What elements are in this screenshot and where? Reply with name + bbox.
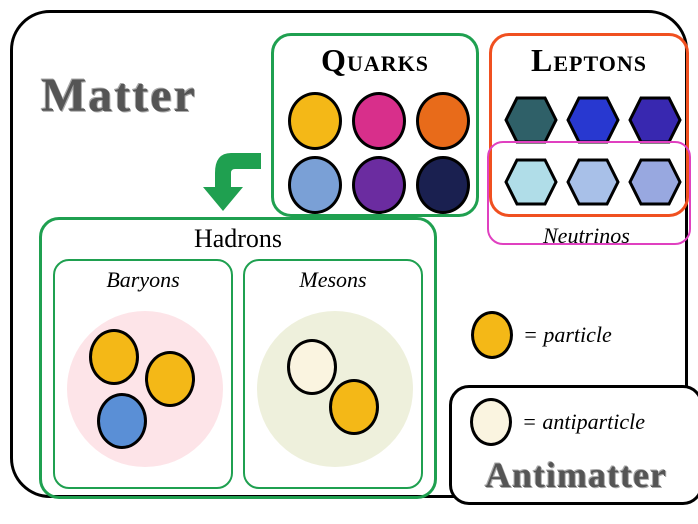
antiparticle-legend: = antiparticle [470, 398, 645, 446]
hadrons-title: Hadrons [42, 224, 434, 254]
antiparticle-label: = antiparticle [522, 409, 645, 435]
quarks-box: Quarks [271, 33, 479, 217]
meson-particle [329, 379, 379, 435]
baryons-circle [67, 311, 223, 467]
quark-oval [416, 92, 470, 150]
quark-oval [352, 156, 406, 214]
meson-antiparticle [287, 339, 337, 395]
mesons-title: Mesons [245, 267, 421, 293]
antimatter-title: Antimatter [452, 454, 698, 496]
particle-label: = particle [523, 322, 612, 348]
baryon-particle [145, 351, 195, 407]
mesons-circle [257, 311, 413, 467]
baryons-box: Baryons [53, 259, 233, 489]
neutrinos-box [487, 141, 691, 245]
mesons-box: Mesons [243, 259, 423, 489]
quark-oval [416, 156, 470, 214]
quark-oval [352, 92, 406, 150]
arrow-icon [201, 145, 271, 215]
quark-oval [288, 92, 342, 150]
baryon-particle [89, 329, 139, 385]
matter-title: Matter [41, 68, 197, 123]
particle-icon [471, 311, 513, 359]
quark-grid [288, 92, 474, 214]
lepton-hex [628, 96, 682, 144]
particle-legend: = particle [471, 311, 612, 359]
matter-container: Matter Quarks Leptons Neutrinos Hadr [10, 10, 688, 498]
lepton-hex [504, 96, 558, 144]
baryons-title: Baryons [55, 267, 231, 293]
antiparticle-icon [470, 398, 512, 446]
leptons-title: Leptons [492, 42, 686, 79]
baryon-particle [97, 393, 147, 449]
lepton-hex [566, 96, 620, 144]
quark-oval [288, 156, 342, 214]
quarks-title: Quarks [274, 42, 476, 79]
antimatter-box: = antiparticle Antimatter [449, 385, 698, 505]
